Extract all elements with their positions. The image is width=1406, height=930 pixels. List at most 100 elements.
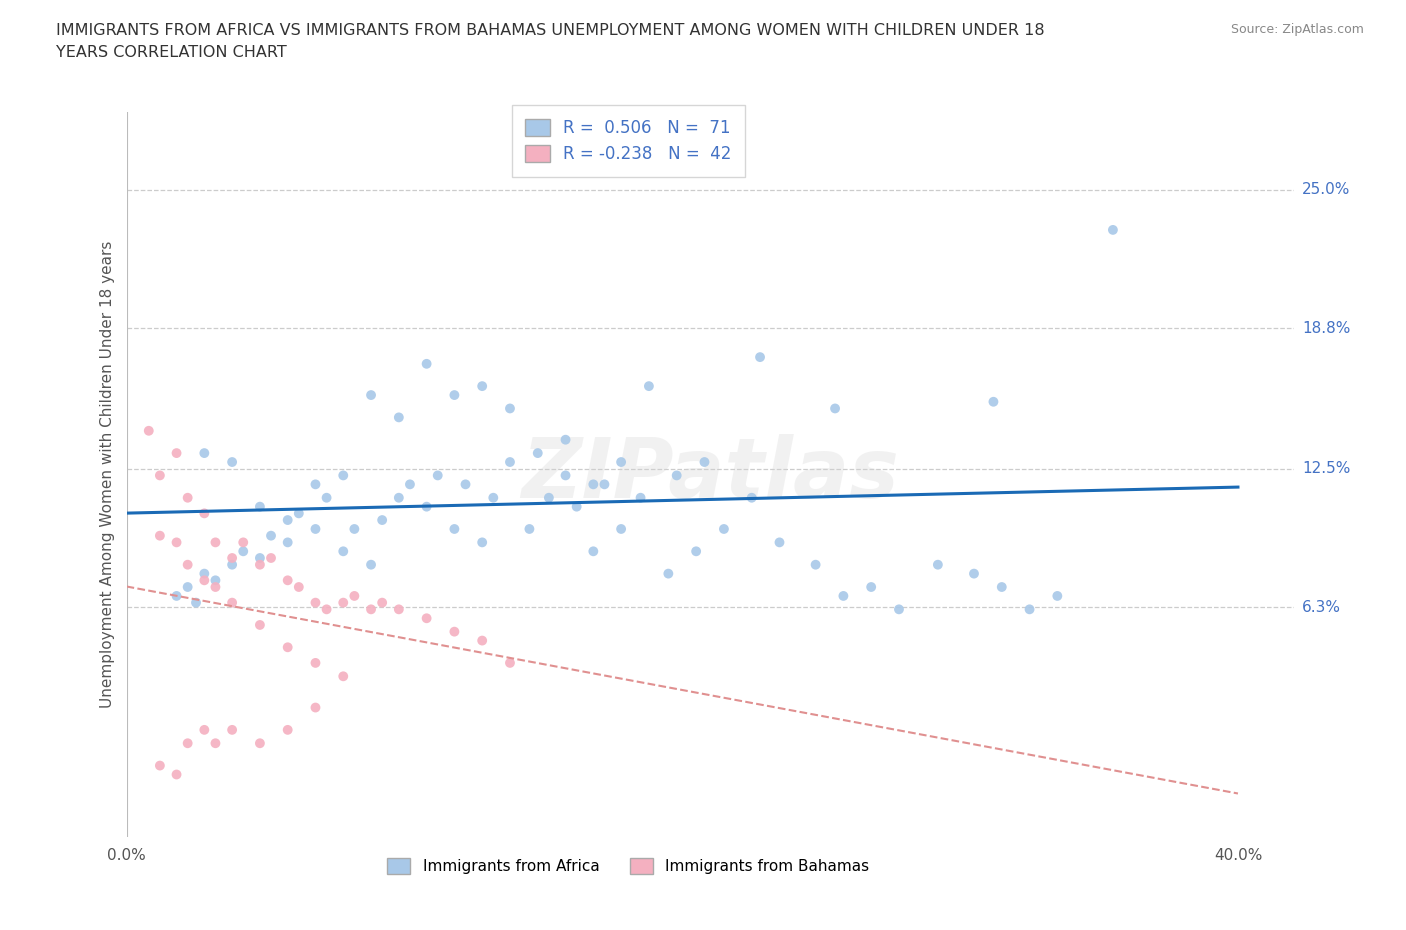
Point — [443, 522, 465, 537]
Point — [593, 477, 616, 492]
Point — [204, 579, 226, 594]
Point — [343, 522, 366, 537]
Point — [260, 551, 283, 565]
Point — [360, 388, 382, 403]
Point — [221, 723, 243, 737]
Point — [304, 522, 326, 537]
Point — [887, 602, 910, 617]
Point — [519, 522, 541, 537]
Point — [184, 595, 207, 610]
Text: YEARS CORRELATION CHART: YEARS CORRELATION CHART — [56, 45, 287, 60]
Point — [304, 595, 326, 610]
Point — [685, 544, 707, 559]
Point — [232, 535, 254, 550]
Text: 18.8%: 18.8% — [1302, 321, 1350, 336]
Point — [304, 477, 326, 492]
Point — [832, 589, 855, 604]
Point — [554, 432, 576, 447]
Point — [388, 410, 411, 425]
Point — [176, 579, 198, 594]
Point — [610, 455, 633, 470]
Point — [149, 528, 172, 543]
Point — [415, 356, 437, 371]
Point — [332, 468, 354, 483]
Point — [471, 379, 494, 393]
Text: IMMIGRANTS FROM AFRICA VS IMMIGRANTS FROM BAHAMAS UNEMPLOYMENT AMONG WOMEN WITH : IMMIGRANTS FROM AFRICA VS IMMIGRANTS FRO… — [56, 23, 1045, 38]
Point — [482, 490, 505, 505]
Point — [249, 557, 271, 572]
Point — [454, 477, 477, 492]
Text: 6.3%: 6.3% — [1302, 600, 1341, 615]
Point — [768, 535, 790, 550]
Point — [315, 602, 337, 617]
Point — [1018, 602, 1040, 617]
Point — [471, 633, 494, 648]
Point — [399, 477, 422, 492]
Point — [927, 557, 949, 572]
Point — [249, 551, 271, 565]
Point — [204, 535, 226, 550]
Point — [388, 490, 411, 505]
Point — [371, 512, 394, 527]
Point — [332, 595, 354, 610]
Point — [304, 656, 326, 671]
Point — [277, 640, 299, 655]
Point — [693, 455, 716, 470]
Point — [657, 566, 679, 581]
Point — [343, 589, 366, 604]
Point — [1046, 589, 1069, 604]
Point — [526, 445, 548, 460]
Point — [193, 445, 215, 460]
Text: 12.5%: 12.5% — [1302, 461, 1350, 476]
Point — [221, 551, 243, 565]
Point — [204, 736, 226, 751]
Point — [499, 401, 522, 416]
Point — [277, 573, 299, 588]
Point — [149, 468, 172, 483]
Point — [741, 490, 763, 505]
Point — [415, 611, 437, 626]
Point — [176, 736, 198, 751]
Point — [249, 736, 271, 751]
Text: 25.0%: 25.0% — [1302, 182, 1350, 197]
Point — [277, 512, 299, 527]
Point — [232, 544, 254, 559]
Point — [360, 557, 382, 572]
Point — [221, 455, 243, 470]
Point — [249, 618, 271, 632]
Point — [565, 499, 588, 514]
Point — [638, 379, 661, 393]
Point — [582, 544, 605, 559]
Point — [166, 445, 188, 460]
Legend: Immigrants from Africa, Immigrants from Bahamas: Immigrants from Africa, Immigrants from … — [381, 852, 876, 880]
Point — [166, 535, 188, 550]
Point — [371, 595, 394, 610]
Point — [166, 767, 188, 782]
Point — [443, 624, 465, 639]
Point — [713, 522, 735, 537]
Point — [221, 595, 243, 610]
Point — [426, 468, 449, 483]
Point — [804, 557, 827, 572]
Point — [499, 656, 522, 671]
Point — [610, 522, 633, 537]
Point — [288, 506, 311, 521]
Point — [315, 490, 337, 505]
Point — [332, 544, 354, 559]
Point — [499, 455, 522, 470]
Point — [443, 388, 465, 403]
Text: Source: ZipAtlas.com: Source: ZipAtlas.com — [1230, 23, 1364, 36]
Text: ZIPatlas: ZIPatlas — [522, 433, 898, 515]
Point — [749, 350, 772, 365]
Point — [193, 723, 215, 737]
Point — [332, 669, 354, 684]
Point — [630, 490, 652, 505]
Point — [360, 602, 382, 617]
Point — [388, 602, 411, 617]
Point — [983, 394, 1005, 409]
Point — [166, 589, 188, 604]
Point — [963, 566, 986, 581]
Point — [537, 490, 560, 505]
Point — [471, 535, 494, 550]
Point — [277, 535, 299, 550]
